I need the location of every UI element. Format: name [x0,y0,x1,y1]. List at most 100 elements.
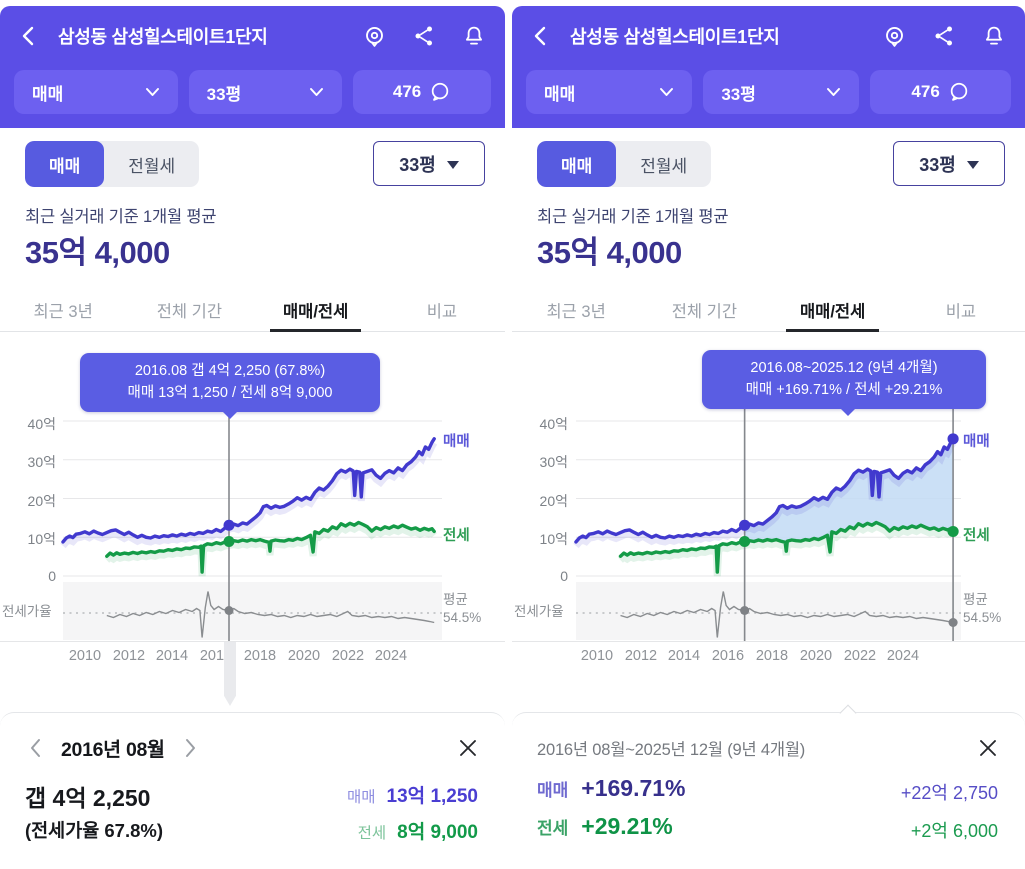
trade-toggle: 매매 전월세 [537,141,712,187]
tab-all-period[interactable]: 전체 기간 [156,303,223,321]
legend-sale: 매매 [443,434,470,450]
tab-sale-jeonse[interactable]: 매매/전세 [769,289,897,332]
close-button[interactable] [977,737,999,759]
tab-sale-jeonse[interactable]: 매매/전세 [253,289,379,332]
tooltip-line2: 매매 +169.71% / 전세 +29.21% [745,382,943,399]
price-chart-area[interactable]: 40억 30억 20억 10억 0 매매 전세 전세가율 평균 54.5% 201… [0,336,505,712]
selected-month: 2016년 08월 [61,739,165,761]
price-caption: 최근 실거래 기준 1개월 평균 [25,208,217,226]
y-axis-tick: 0 [48,568,56,584]
back-button[interactable] [18,24,42,48]
detail-bottom-sheet: 2016년 08월~2025년 12월 (9년 4개월) 매매 +169.71%… [512,712,1025,869]
sale-price-row: 매매 13억 1,250 [347,781,478,808]
area-select[interactable]: 33평 [373,141,485,186]
jeonse-amount-change: +2억 6,000 [910,821,998,841]
price-chart-area[interactable]: 40억 30억 20억 10억 0 매매 전세 전세가율 평균 54.5% 201… [512,336,1025,712]
chevron-down-icon [660,88,674,96]
tab-recent-3y[interactable]: 최근 3년 [33,303,93,321]
trade-type-dropdown-label: 매매 [544,84,576,104]
tab-compare[interactable]: 비교 [426,303,458,321]
chat-bubble-icon [432,82,449,101]
jeonse-label: 전세 [357,825,387,842]
x-axis-line [512,641,1025,642]
close-icon [460,740,476,756]
legend-sale: 매매 [963,434,990,450]
chevron-left-icon [22,26,34,46]
y-axis-tick: 40억 [539,416,568,432]
chevron-down-icon [145,88,159,96]
prev-month-button[interactable] [25,738,45,758]
sale-label: 매매 [537,781,569,800]
sale-value: 13억 1,250 [386,786,478,807]
y-axis-tick: 20억 [539,493,568,509]
chat-count-button[interactable]: 476 [353,70,491,114]
notification-button[interactable] [981,23,1007,49]
detail-bottom-sheet: 2016년 08월 갭 4억 2,250 (전세가율 67.8%) 매매 13억… [0,712,505,869]
trade-type-dropdown[interactable]: 매매 [526,70,693,114]
average-price: 35억 4,000 [25,235,170,270]
selection-drag-handle[interactable] [224,642,236,706]
chevron-down-icon [310,88,324,96]
price-caption: 최근 실거래 기준 1개월 평균 [537,208,729,226]
bell-icon [986,26,1002,45]
price-chart[interactable] [0,336,505,712]
chart-tooltip: 2016.08 갭 4억 2,250 (67.8%) 매매 13억 1,250 … [80,353,380,419]
x-axis-line [0,641,505,642]
area-select-value: 33평 [399,154,436,175]
chevron-right-icon [186,738,196,757]
page-title: 삼성동 삼성힐스테이트1단지 [58,27,268,47]
tab-compare[interactable]: 비교 [945,303,977,321]
chevron-left-icon [534,26,546,46]
trade-toggle: 매매 전월세 [25,141,200,187]
y-axis-tick: 20억 [27,493,56,509]
map-location-button[interactable] [881,23,907,49]
page-title: 삼성동 삼성힐스테이트1단지 [570,27,780,47]
area-dropdown-label: 33평 [206,84,242,104]
chat-count: 476 [392,82,422,101]
sale-label: 매매 [347,789,376,806]
toggle-sale-button[interactable]: 매매 [537,141,617,187]
share-button[interactable] [411,23,437,49]
y-axis-tick: 10억 [539,531,568,547]
tab-all-period[interactable]: 전체 기간 [671,303,738,321]
sale-percent: +169.71% [581,775,686,801]
area-select-value: 33평 [919,154,956,175]
sale-amount-change: +22억 2,750 [900,783,998,803]
toggle-sale-button[interactable]: 매매 [25,141,105,187]
chat-bubble-icon [950,82,968,101]
map-location-button[interactable] [361,23,387,49]
area-dropdown[interactable]: 33평 [703,70,860,114]
trade-type-dropdown[interactable]: 매매 [14,70,178,114]
area-dropdown[interactable]: 33평 [188,70,343,114]
tooltip-line1: 2016.08 갭 4억 2,250 (67.8%) [134,363,326,379]
share-button[interactable] [931,23,957,49]
chart-tabs: 최근 3년 전체 기간 매매/전세 비교 [512,289,1025,332]
average-ratio-label: 평균 54.5% [963,592,1002,625]
chart-tabs: 최근 3년 전체 기간 매매/전세 비교 [0,289,505,332]
panel-left: 삼성동 삼성힐스테이트1단지 매매 33평 [0,0,505,869]
chat-count-button[interactable]: 476 [870,70,1011,114]
y-axis-tick: 0 [560,568,568,584]
triangle-down-icon [446,160,459,169]
share-icon [415,26,432,46]
tooltip-line2: 매매 13억 1,250 / 전세 8억 9,000 [127,385,333,402]
chevron-down-icon [827,88,841,96]
share-icon [935,26,952,46]
notification-button[interactable] [461,23,487,49]
price-chart[interactable] [512,336,1025,712]
ratio-axis-label: 전세가율 [514,604,564,619]
area-select[interactable]: 33평 [893,141,1005,186]
toggle-rent-button[interactable]: 전월세 [128,156,176,176]
legend-jeonse: 전세 [443,528,470,544]
trade-type-dropdown-label: 매매 [32,84,64,104]
toggle-rent-button[interactable]: 전월세 [640,156,688,176]
jeonse-percent: +29.21% [581,813,673,839]
tab-recent-3y[interactable]: 최근 3년 [546,303,606,321]
close-button[interactable] [457,737,479,759]
y-axis-tick: 30억 [27,454,56,470]
next-month-button[interactable] [181,738,201,758]
average-ratio-label: 평균 54.5% [443,592,482,625]
back-button[interactable] [530,24,554,48]
average-price: 35억 4,000 [537,235,682,270]
